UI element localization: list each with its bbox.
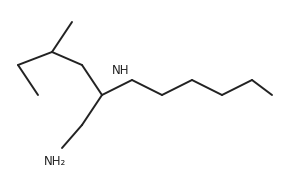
Text: NH₂: NH₂: [44, 155, 66, 168]
Text: NH: NH: [112, 64, 130, 77]
